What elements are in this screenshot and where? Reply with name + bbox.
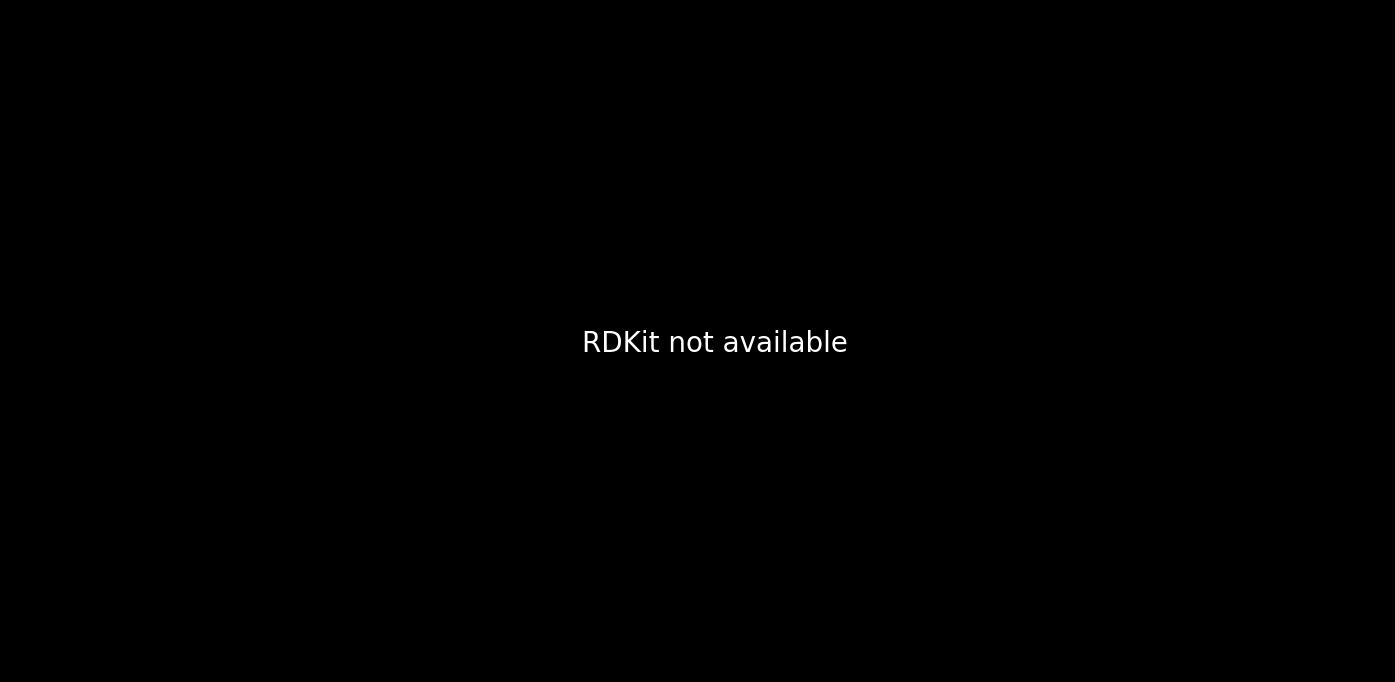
Text: RDKit not available: RDKit not available xyxy=(582,330,848,359)
